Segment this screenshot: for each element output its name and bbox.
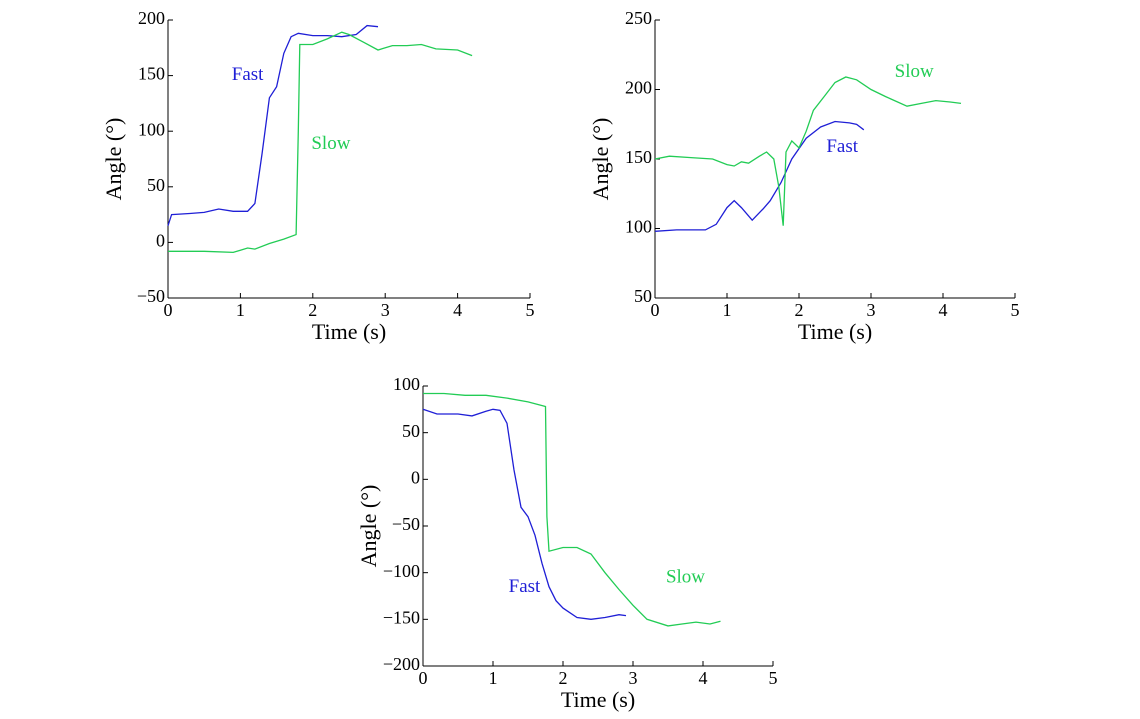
x-tick-label: 5: [526, 300, 535, 320]
y-axis-label: Angle (°): [588, 118, 613, 201]
y-tick-label: 0: [156, 231, 165, 251]
data-line: [168, 31, 473, 254]
x-tick-label: 0: [419, 668, 428, 688]
data-line: [423, 392, 721, 627]
y-axis-label: Angle (°): [101, 118, 126, 201]
y-tick-label: 150: [138, 64, 165, 84]
x-tick-label: 2: [795, 300, 804, 320]
x-tick-label: 2: [559, 668, 568, 688]
y-tick-label: 50: [147, 175, 165, 195]
x-tick-label: 3: [381, 300, 390, 320]
x-tick-label: 0: [651, 300, 660, 320]
series-label: Slow: [666, 567, 705, 588]
y-tick-label: 200: [625, 78, 652, 98]
y-tick-label: 50: [634, 286, 652, 306]
series-label: Slow: [311, 133, 350, 154]
series-label: Fast: [509, 576, 541, 597]
y-tick-label: −50: [392, 514, 420, 534]
y-tick-label: 100: [138, 119, 165, 139]
y-tick-label: 0: [411, 467, 420, 487]
y-tick-label: 150: [625, 147, 652, 167]
x-tick-label: 3: [629, 668, 638, 688]
x-tick-label: 3: [867, 300, 876, 320]
series-label: Fast: [232, 64, 264, 85]
x-tick-label: 4: [699, 668, 708, 688]
x-tick-label: 1: [489, 668, 498, 688]
y-tick-label: 50: [402, 421, 420, 441]
x-tick-label: 0: [164, 300, 173, 320]
y-axis-label: Angle (°): [356, 485, 381, 568]
series-label: Fast: [826, 136, 858, 157]
x-axis-label: Time (s): [561, 687, 635, 712]
y-tick-label: 100: [393, 374, 420, 394]
x-tick-label: 1: [723, 300, 732, 320]
y-tick-label: −50: [137, 286, 165, 306]
x-tick-label: 1: [236, 300, 245, 320]
y-tick-label: −200: [383, 654, 420, 674]
data-line: [167, 24, 379, 226]
y-tick-label: −150: [383, 607, 420, 627]
series-label: Slow: [895, 61, 934, 82]
x-tick-label: 5: [769, 668, 778, 688]
y-tick-label: −100: [383, 561, 420, 581]
x-tick-label: 4: [453, 300, 462, 320]
y-tick-label: 200: [138, 8, 165, 28]
y-tick-label: 250: [625, 8, 652, 28]
data-line: [654, 76, 962, 226]
x-tick-label: 2: [308, 300, 317, 320]
x-tick-label: 4: [939, 300, 948, 320]
data-line: [654, 120, 865, 232]
x-axis-label: Time (s): [312, 319, 386, 344]
y-tick-label: 100: [625, 217, 652, 237]
x-tick-label: 5: [1011, 300, 1020, 320]
data-line: [422, 408, 627, 620]
x-axis-label: Time (s): [798, 319, 872, 344]
